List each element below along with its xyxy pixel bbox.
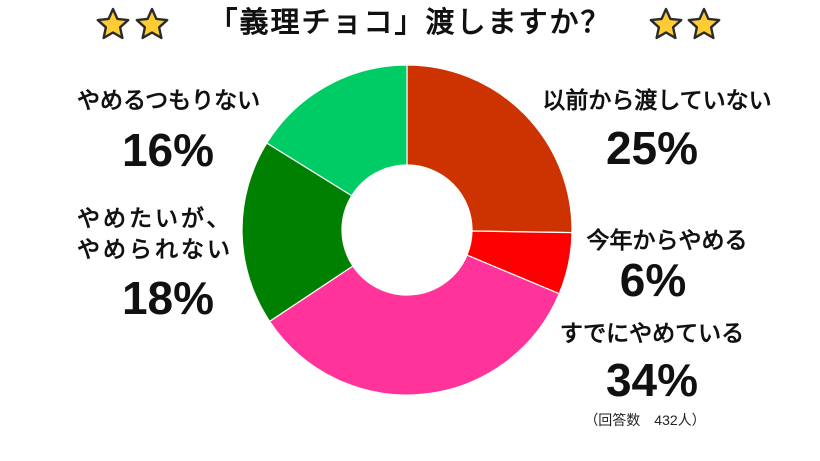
- category-label-want-to-stop-but-cannot: やめたいが、 やめられない: [77, 205, 233, 262]
- category-label-not-giving-before: 以前から渡していない: [542, 87, 772, 113]
- donut-slice-0: [406, 64, 573, 234]
- star-icon: [687, 7, 721, 40]
- category-label-stopping-this-year: 今年からやめる: [586, 227, 748, 253]
- donut-slice-2: [268, 254, 560, 396]
- response-count-note: （回答数 432人）: [584, 412, 706, 428]
- value-label-not-giving-before: 25%: [605, 122, 699, 174]
- chart-title: 「義理チョコ」渡しますか？: [208, 7, 612, 39]
- donut-chart: [241, 64, 573, 396]
- value-label-no-plan-to-stop: 16%: [121, 124, 215, 176]
- star-icon: [96, 7, 130, 40]
- donut-slice-4: [265, 64, 408, 197]
- value-label-want-to-stop-but-cannot: 18%: [121, 272, 215, 324]
- category-label-no-plan-to-stop: やめるつもりない: [77, 87, 261, 113]
- value-label-stopping-this-year: 6%: [619, 254, 687, 306]
- category-label-already-stopped: すでにやめている: [559, 320, 745, 346]
- star-icon: [135, 7, 169, 40]
- donut-slice-3: [241, 142, 354, 323]
- value-label-already-stopped: 34%: [605, 354, 699, 406]
- star-icon: [649, 7, 683, 40]
